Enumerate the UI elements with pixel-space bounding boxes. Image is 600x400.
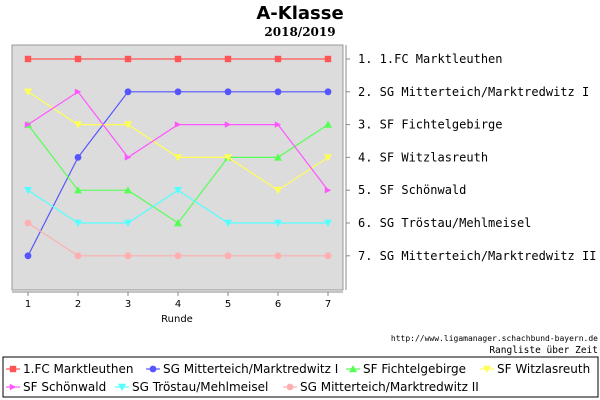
data-point [224, 219, 232, 227]
data-point [274, 121, 282, 128]
legend-marker [349, 365, 357, 373]
data-point [224, 121, 232, 128]
data-point [124, 154, 132, 161]
series-1 [24, 55, 332, 63]
data-point [174, 154, 182, 162]
series-4 [24, 88, 332, 195]
legend-item: SF Witzlasreuth [480, 362, 590, 376]
legend-marker [118, 383, 126, 391]
data-point [174, 88, 182, 96]
data-point [124, 186, 132, 194]
data-point [324, 88, 332, 96]
data-point [174, 219, 182, 227]
series-2 [24, 88, 332, 260]
legend-box [2, 356, 599, 398]
data-point [124, 219, 132, 227]
data-point [274, 219, 282, 227]
data-point [274, 252, 282, 260]
data-point [324, 187, 332, 194]
data-point [24, 252, 32, 260]
legend: 1.FC Marktleuthen SG Mitterteich/Marktred… [6, 362, 590, 394]
data-point [324, 219, 332, 227]
legend-item: SG Mitterteich/Marktredwitz I [146, 362, 338, 376]
data-point [74, 186, 82, 194]
legend-item: 1.FC Marktleuthen [6, 362, 133, 376]
data-point [74, 88, 82, 95]
data-point [74, 219, 82, 227]
x-ticks: 1 2 3 4 5 6 7 [25, 292, 331, 310]
chart-caption: Rangliste über Zeit [489, 345, 598, 356]
x-tick-label: 4 [175, 299, 181, 310]
x-axis-label: Runde [161, 314, 193, 325]
legend-marker [286, 383, 294, 391]
data-point [24, 121, 32, 128]
y-tick-label: 7. SG Mitterteich/Marktredwitz II [358, 249, 596, 263]
x-tick-label: 1 [25, 299, 31, 310]
data-point [24, 219, 32, 227]
data-point [324, 154, 332, 162]
y-tick-label: 2. SG Mitterteich/Marktredwitz I [358, 85, 589, 99]
data-point [24, 187, 32, 195]
data-point [24, 55, 32, 63]
x-tick-label: 3 [125, 299, 131, 310]
data-point [174, 187, 182, 195]
data-point [324, 120, 332, 128]
source-url: http://www.ligamanager.schachbund-bayern… [391, 334, 598, 343]
data-point [274, 88, 282, 96]
data-point [24, 88, 32, 96]
legend-item: SF Schönwald [6, 380, 106, 394]
data-point [224, 55, 232, 63]
data-point [174, 252, 182, 260]
data-point [274, 153, 282, 161]
data-point [224, 88, 232, 96]
legend-marker [9, 383, 17, 391]
data-point [224, 154, 232, 162]
series-layer [24, 55, 332, 260]
y-tick-label: 3. SF Fichtelgebirge [358, 118, 503, 132]
y-tick-label: 6. SG Tröstau/Mehlmeisel [358, 216, 531, 230]
data-point [174, 121, 182, 128]
y-tick-label: 5. SF Schönwald [358, 183, 466, 197]
legend-marker [9, 365, 17, 373]
data-point [324, 252, 332, 260]
y-ticks: 1. 1.FC Marktleuthen 2. SG Mitterteich/Ma… [346, 52, 596, 263]
legend-item: SF Fichtelgebirge [346, 362, 466, 376]
legend-label: SF Witzlasreuth [497, 362, 590, 376]
data-point [124, 88, 132, 96]
chart-title: A-Klasse [256, 3, 343, 24]
series-7 [24, 219, 332, 260]
x-tick-label: 6 [275, 299, 281, 310]
legend-label: SG Tröstau/Mehlmeisel [132, 380, 268, 394]
series-6 [24, 187, 332, 227]
y-tick-label: 4. SF Witzlasreuth [358, 150, 488, 164]
y-tick-label: 1. 1.FC Marktleuthen [358, 52, 503, 66]
legend-item: SG Tröstau/Mehlmeisel [115, 380, 268, 394]
data-point [124, 121, 132, 129]
series-5 [24, 88, 332, 194]
data-point [224, 252, 232, 260]
data-point [74, 121, 82, 129]
chart-subtitle: 2018/2019 [264, 25, 335, 39]
data-point [74, 252, 82, 260]
x-tick-label: 7 [325, 299, 331, 310]
legend-label: 1.FC Marktleuthen [23, 362, 133, 376]
data-point [274, 55, 282, 63]
legend-label: SG Mitterteich/Marktredwitz II [300, 380, 479, 394]
x-tick-label: 2 [75, 299, 81, 310]
data-point [324, 55, 332, 63]
legend-label: SG Mitterteich/Marktredwitz I [163, 362, 338, 376]
data-point [124, 55, 132, 63]
data-point [274, 187, 282, 195]
legend-label: SF Fichtelgebirge [363, 362, 466, 376]
data-point [124, 252, 132, 260]
legend-marker [149, 365, 157, 373]
legend-item: SG Mitterteich/Marktredwitz II [283, 380, 479, 394]
x-tick-label: 5 [225, 299, 231, 310]
legend-label: SF Schönwald [23, 380, 106, 394]
data-point [174, 55, 182, 63]
legend-marker [483, 365, 491, 373]
data-point [74, 55, 82, 63]
data-point [74, 154, 82, 161]
